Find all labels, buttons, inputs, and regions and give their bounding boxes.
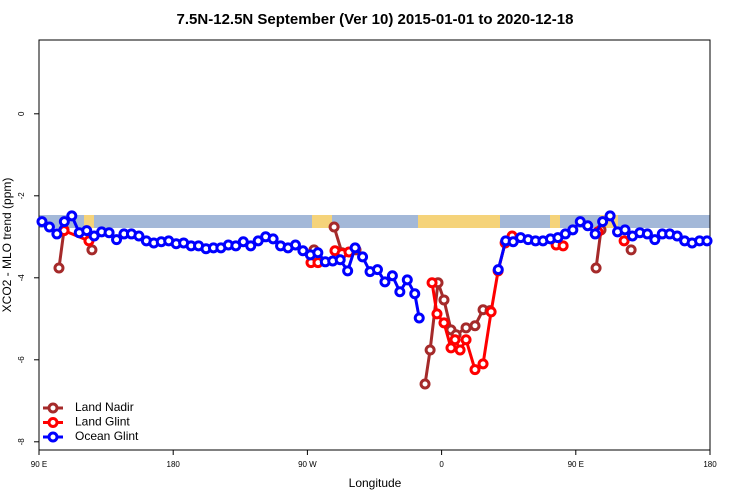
point bbox=[379, 276, 391, 288]
point bbox=[567, 224, 579, 236]
legend-marker bbox=[47, 417, 59, 428]
ocean-band bbox=[39, 215, 710, 228]
point bbox=[589, 228, 601, 240]
point bbox=[312, 247, 324, 259]
land-patch bbox=[550, 215, 560, 228]
x-axis-title: Longitude bbox=[349, 476, 402, 490]
point bbox=[582, 220, 594, 232]
y-tick-label: -8 bbox=[17, 438, 26, 446]
point bbox=[245, 240, 257, 252]
point bbox=[401, 274, 413, 286]
point bbox=[454, 344, 466, 356]
point bbox=[701, 235, 713, 247]
point bbox=[342, 265, 354, 277]
point bbox=[334, 254, 346, 266]
point bbox=[394, 286, 406, 298]
point bbox=[66, 210, 78, 222]
y-tick-label: -6 bbox=[17, 356, 26, 364]
point bbox=[51, 228, 63, 240]
point bbox=[357, 251, 369, 263]
point bbox=[641, 228, 653, 240]
point bbox=[619, 224, 631, 236]
point bbox=[492, 264, 504, 276]
y-tick-label: -4 bbox=[17, 274, 26, 282]
point bbox=[449, 334, 461, 346]
point bbox=[649, 234, 661, 246]
point bbox=[349, 242, 361, 254]
plot-frame bbox=[38, 39, 711, 451]
point bbox=[469, 364, 481, 376]
point bbox=[431, 308, 443, 320]
point bbox=[438, 317, 450, 329]
x-tick-label: 180 bbox=[703, 460, 717, 469]
point bbox=[43, 221, 55, 233]
point bbox=[58, 216, 70, 228]
point bbox=[409, 288, 421, 300]
point bbox=[671, 230, 683, 242]
point bbox=[111, 234, 123, 246]
x-tick-label: 90 E bbox=[568, 460, 584, 469]
point bbox=[289, 239, 301, 251]
point bbox=[103, 227, 115, 239]
legend-marker bbox=[47, 431, 59, 443]
y-axis-title: XCO2 - MLO trend (ppm) bbox=[0, 178, 14, 313]
point bbox=[267, 233, 279, 245]
point bbox=[604, 210, 616, 222]
legend-marker bbox=[47, 402, 59, 414]
point bbox=[557, 240, 569, 252]
point bbox=[86, 244, 98, 256]
point bbox=[328, 221, 340, 233]
chart-title: 7.5N-12.5N September (Ver 10) 2015-01-01… bbox=[177, 11, 574, 28]
land-mask bbox=[39, 215, 710, 228]
point bbox=[438, 294, 450, 306]
point bbox=[36, 216, 48, 228]
x-tick-label: 90 E bbox=[31, 460, 47, 469]
point bbox=[424, 344, 436, 356]
point bbox=[419, 378, 431, 390]
point bbox=[460, 334, 472, 346]
point bbox=[477, 358, 489, 370]
point bbox=[618, 235, 630, 247]
legend-label: Land Nadir bbox=[75, 400, 134, 414]
point bbox=[426, 277, 438, 289]
x-tick-label: 0 bbox=[439, 460, 444, 469]
point bbox=[460, 322, 472, 334]
point bbox=[597, 216, 609, 228]
land-patch bbox=[84, 215, 94, 228]
point bbox=[413, 312, 425, 324]
land-patch bbox=[418, 215, 500, 228]
point bbox=[53, 262, 65, 274]
point bbox=[81, 225, 93, 237]
point bbox=[590, 262, 602, 274]
x-tick-label: 180 bbox=[167, 460, 181, 469]
legend-label: Ocean Glint bbox=[75, 429, 139, 443]
point bbox=[371, 264, 383, 276]
point bbox=[469, 320, 481, 332]
point bbox=[485, 306, 497, 318]
y-tick-label: -2 bbox=[17, 192, 26, 200]
point bbox=[445, 342, 457, 354]
legend-label: Land Glint bbox=[75, 415, 130, 429]
point bbox=[386, 270, 398, 282]
point bbox=[133, 230, 145, 242]
land-patch bbox=[312, 215, 332, 228]
y-tick-label: 0 bbox=[17, 111, 26, 116]
point bbox=[625, 244, 637, 256]
x-tick-label: 90 W bbox=[298, 460, 317, 469]
